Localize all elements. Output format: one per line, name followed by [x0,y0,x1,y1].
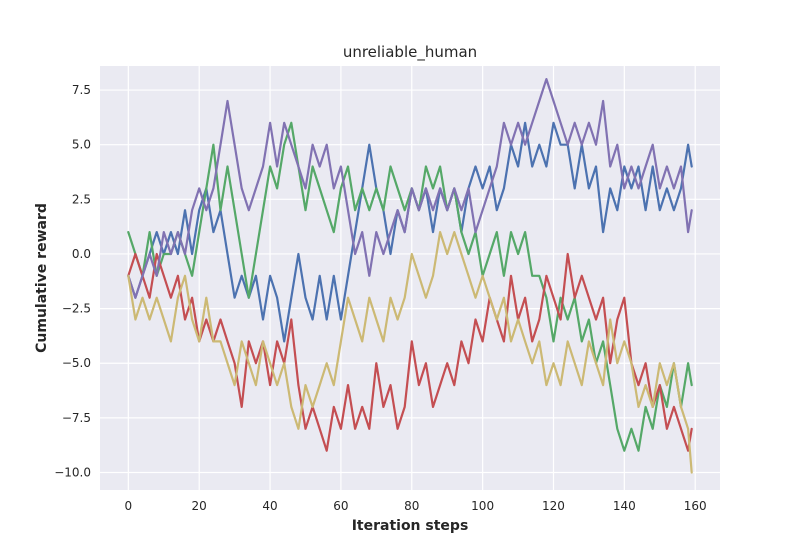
y-tick-labels: 7.5 5.0 2.5 0.0 −2.5 −5.0 −7.5 −10.0 [54,83,91,479]
series-line-3 [127,252,693,452]
y-tick-label: −5.0 [62,356,91,370]
x-tick-label: 120 [542,499,565,513]
y-tick-label: 0.0 [72,247,91,261]
x-tick-labels: 0 20 40 60 80 100 120 140 160 [125,499,707,513]
series-line-4 [127,77,693,299]
x-tick-label: 40 [262,499,277,513]
plot-area [100,66,720,490]
series-line-5 [127,231,693,474]
y-tick-label: 5.0 [72,138,91,152]
x-tick-label: 100 [471,499,494,513]
x-tick-label: 0 [125,499,133,513]
x-tick-label: 160 [684,499,707,513]
y-tick-label: 2.5 [72,192,91,206]
y-axis-label: Cumulative reward [34,203,50,353]
x-tick-label: 140 [613,499,636,513]
y-tick-label: 7.5 [72,83,91,97]
series-lines [127,77,693,474]
y-tick-label: −2.5 [62,302,91,316]
y-tick-label: −7.5 [62,411,91,425]
chart-title: unreliable_human [343,43,477,62]
x-axis-label: Iteration steps [352,518,469,534]
x-tick-label: 20 [192,499,207,513]
y-tick-label: −10.0 [54,466,91,480]
x-tick-label: 60 [333,499,348,513]
x-tick-label: 80 [404,499,419,513]
